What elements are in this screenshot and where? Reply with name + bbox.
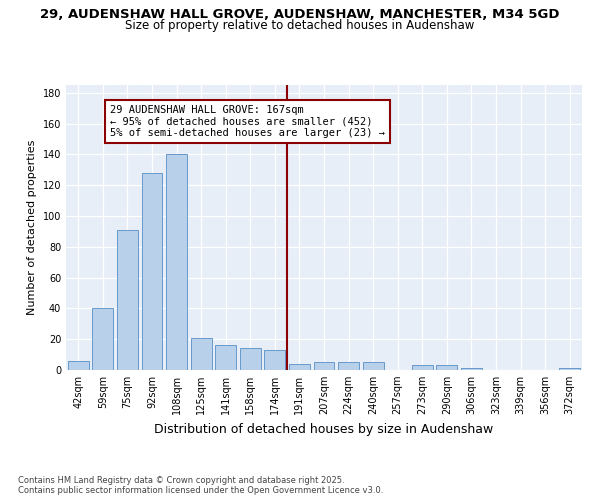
Bar: [92, 308, 113, 370]
Bar: [362, 362, 383, 370]
Text: Contains HM Land Registry data © Crown copyright and database right 2025.
Contai: Contains HM Land Registry data © Crown c…: [18, 476, 383, 495]
Bar: [338, 362, 359, 370]
Bar: [314, 362, 334, 370]
Bar: [265, 350, 286, 370]
Bar: [191, 338, 212, 370]
Text: 29, AUDENSHAW HALL GROVE, AUDENSHAW, MANCHESTER, M34 5GD: 29, AUDENSHAW HALL GROVE, AUDENSHAW, MAN…: [40, 8, 560, 20]
Text: Size of property relative to detached houses in Audenshaw: Size of property relative to detached ho…: [125, 19, 475, 32]
Bar: [215, 346, 236, 370]
Bar: [142, 173, 163, 370]
Bar: [461, 368, 482, 370]
Bar: [117, 230, 138, 370]
Bar: [166, 154, 187, 370]
Bar: [412, 366, 433, 370]
Bar: [436, 366, 457, 370]
Bar: [240, 348, 261, 370]
Y-axis label: Number of detached properties: Number of detached properties: [27, 140, 37, 315]
Text: 29 AUDENSHAW HALL GROVE: 167sqm
← 95% of detached houses are smaller (452)
5% of: 29 AUDENSHAW HALL GROVE: 167sqm ← 95% of…: [110, 105, 385, 138]
Bar: [559, 368, 580, 370]
Bar: [68, 361, 89, 370]
X-axis label: Distribution of detached houses by size in Audenshaw: Distribution of detached houses by size …: [154, 422, 494, 436]
Bar: [289, 364, 310, 370]
